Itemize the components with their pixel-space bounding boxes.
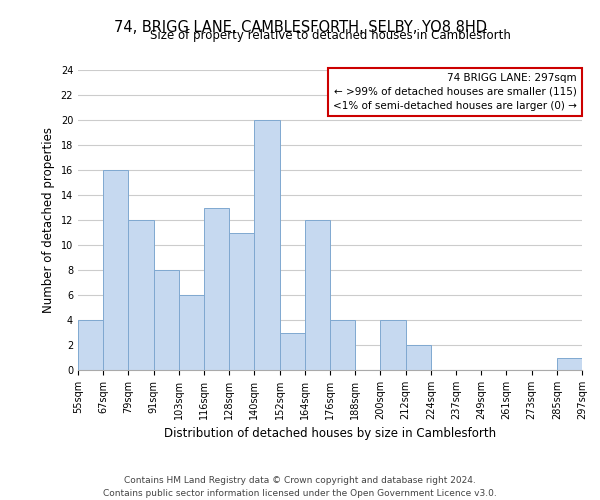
Bar [128, 220, 154, 370]
Text: 74 BRIGG LANE: 297sqm
← >99% of detached houses are smaller (115)
<1% of semi-de: 74 BRIGG LANE: 297sqm ← >99% of detached… [333, 73, 577, 111]
Bar [557, 358, 582, 370]
Bar [330, 320, 355, 370]
Text: Contains HM Land Registry data © Crown copyright and database right 2024.
Contai: Contains HM Land Registry data © Crown c… [103, 476, 497, 498]
Bar [179, 295, 204, 370]
Bar [280, 332, 305, 370]
Bar [78, 320, 103, 370]
Bar [380, 320, 406, 370]
X-axis label: Distribution of detached houses by size in Camblesforth: Distribution of detached houses by size … [164, 428, 496, 440]
Bar [305, 220, 330, 370]
Bar [154, 270, 179, 370]
Bar [406, 345, 431, 370]
Bar [229, 232, 254, 370]
Title: Size of property relative to detached houses in Camblesforth: Size of property relative to detached ho… [149, 30, 511, 43]
Bar [103, 170, 128, 370]
Text: 74, BRIGG LANE, CAMBLESFORTH, SELBY, YO8 8HD: 74, BRIGG LANE, CAMBLESFORTH, SELBY, YO8… [113, 20, 487, 35]
Bar [254, 120, 280, 370]
Bar [204, 208, 229, 370]
Y-axis label: Number of detached properties: Number of detached properties [42, 127, 55, 313]
